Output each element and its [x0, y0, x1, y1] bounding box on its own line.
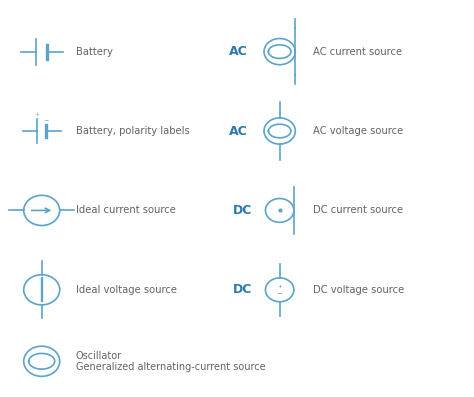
Text: Generalized alternating-current source: Generalized alternating-current source	[76, 362, 265, 372]
Text: AC: AC	[228, 125, 247, 137]
Text: DC voltage source: DC voltage source	[313, 285, 404, 295]
Text: Ideal voltage source: Ideal voltage source	[76, 285, 177, 295]
Text: AC voltage source: AC voltage source	[313, 126, 403, 136]
Text: +: +	[277, 284, 283, 289]
Text: AC current source: AC current source	[313, 46, 402, 57]
Text: AC: AC	[228, 45, 247, 58]
Text: Battery, polarity labels: Battery, polarity labels	[76, 126, 190, 136]
Text: Oscillator: Oscillator	[76, 351, 122, 361]
Text: −: −	[44, 117, 49, 122]
Text: Battery: Battery	[76, 46, 113, 57]
Text: −: −	[277, 291, 283, 297]
Text: DC current source: DC current source	[313, 205, 403, 216]
Text: DC: DC	[233, 204, 252, 217]
Text: Ideal current source: Ideal current source	[76, 205, 176, 216]
Text: DC: DC	[233, 283, 252, 296]
Text: +: +	[34, 112, 40, 117]
